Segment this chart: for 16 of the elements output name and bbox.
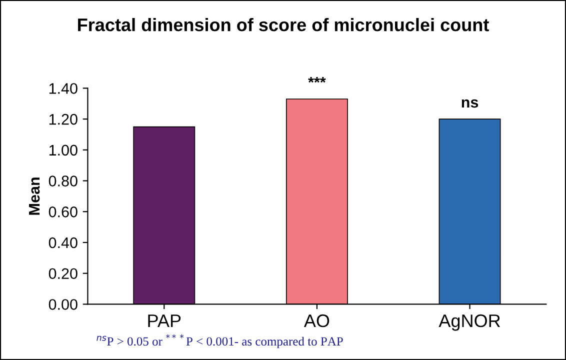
x-tick-label: AO (304, 314, 330, 328)
y-tick-label: 0.80 (48, 176, 78, 186)
y-tick-label: 1.20 (49, 114, 78, 125)
y-tick-label: 0.00 (48, 299, 78, 310)
chart-title: Fractal dimension of score of micronuclei count (78, 18, 489, 32)
y-tick-label: 0.20 (48, 268, 78, 280)
y-tick-label: 1.00 (49, 144, 78, 156)
annotation: ns (462, 99, 478, 108)
y-axis-title: Mean (29, 178, 40, 215)
y-tick-label: 1.40 (49, 83, 78, 94)
text: $^{ns}$P > 0.05 or $^{***}$P < 0.001- as compared to PAP (96, 334, 343, 348)
y-tick-label: 0.60 (48, 206, 78, 218)
y-tick-label: 0.40 (48, 237, 78, 248)
annotation: *** (308, 76, 326, 83)
x-tick-label: PAP (148, 314, 181, 328)
x-tick-label: AgNOR (438, 314, 500, 331)
